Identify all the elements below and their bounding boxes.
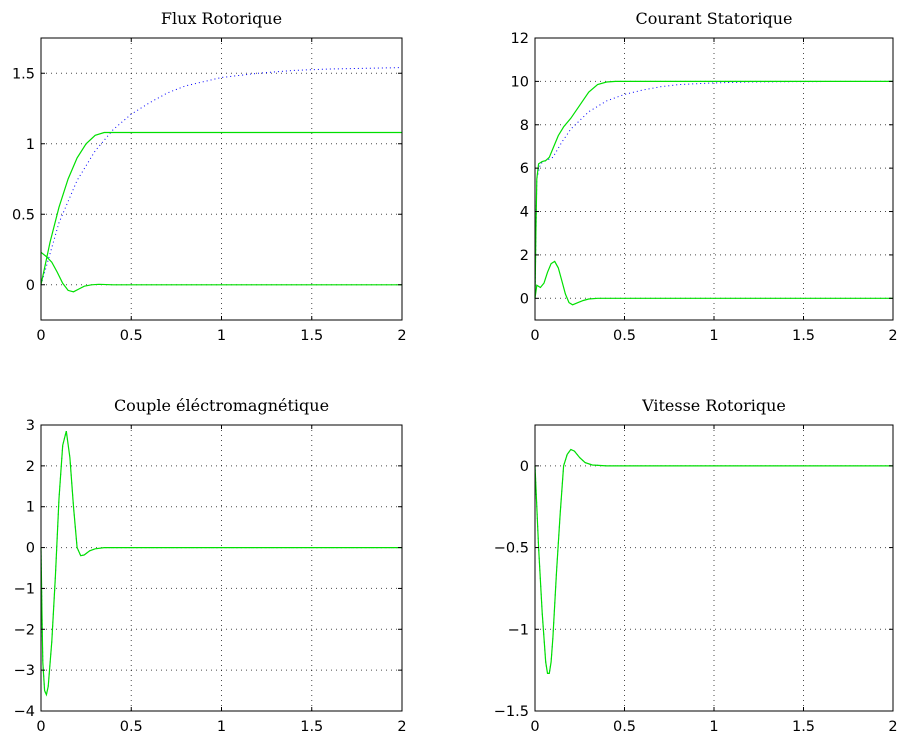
x-tick-label: 1 xyxy=(217,328,226,344)
x-tick-label: 0.5 xyxy=(120,719,143,735)
series-line-1 xyxy=(40,67,403,285)
y-tick-label: −2 xyxy=(14,622,35,638)
y-tick-label: −1 xyxy=(14,581,35,597)
x-tick-label: 0.5 xyxy=(613,328,636,344)
subplot-3: 0 0.5 1 1.5 2 −4 −3 −2 −1 0 1 2 3 Couple éléctromagné… xyxy=(14,396,407,735)
axes-frame xyxy=(534,424,894,712)
y-tick-label: −0.5 xyxy=(494,541,529,557)
series-line-2 xyxy=(40,131,402,285)
axes-frame xyxy=(40,424,403,712)
x-tick-label: 0.5 xyxy=(613,719,636,735)
x-tick-label: 0 xyxy=(36,328,45,344)
x-tick-label: 2 xyxy=(397,328,406,344)
y-tick-label: 1.5 xyxy=(12,66,35,82)
chart-title: Couple éléctromagnétique xyxy=(114,396,329,415)
x-tick-label: 2 xyxy=(888,719,897,735)
x-tick-label: 0 xyxy=(530,719,539,735)
y-tick-label: 1 xyxy=(26,500,35,516)
x-tick-label: 1.5 xyxy=(792,328,815,344)
y-tick-label: 6 xyxy=(520,161,529,177)
x-tick-label: 0 xyxy=(530,328,539,344)
chart-title: Vitesse Rotorique xyxy=(641,396,786,415)
x-tick-label: 1.5 xyxy=(300,719,323,735)
x-tick-label: 1.5 xyxy=(792,719,815,735)
series-line-3 xyxy=(534,260,893,306)
y-tick-label: 0 xyxy=(520,291,529,307)
chart-title: Flux Rotorique xyxy=(161,9,282,28)
y-tick-label: 2 xyxy=(26,459,35,475)
subplot-2: 0 0.5 1 1.5 2 0 2 4 6 8 10 12 Courant Statorique xyxy=(511,9,898,344)
x-tick-label: 2 xyxy=(397,719,406,735)
series-line-1 xyxy=(534,448,893,674)
chart-title: Courant Statorique xyxy=(636,9,793,28)
y-tick-label: −1 xyxy=(508,622,529,638)
x-tick-label: 1 xyxy=(709,719,718,735)
x-tick-label: 1 xyxy=(217,719,226,735)
subplot-1: 0 0.5 1 1.5 2 0 0.5 1 1.5 Flux Rotorique xyxy=(12,9,407,344)
subplot-4: 0 0.5 1 1.5 2 −1.5 −1 −0.5 0 Vitesse Rotorique xyxy=(494,396,898,735)
y-tick-label: 0 xyxy=(26,541,35,557)
y-tick-label: 0 xyxy=(520,459,529,475)
series-line-3 xyxy=(40,251,402,293)
y-tick-label: 0.5 xyxy=(12,207,35,223)
y-tick-label: 4 xyxy=(520,205,529,221)
x-tick-label: 0.5 xyxy=(120,328,143,344)
series-line-2 xyxy=(40,430,402,697)
y-tick-label: −3 xyxy=(14,663,35,679)
series-line-1 xyxy=(534,80,894,299)
y-tick-label: 10 xyxy=(511,74,529,90)
y-tick-label: 8 xyxy=(520,118,529,134)
y-tick-label: 1 xyxy=(26,137,35,153)
y-tick-label: 2 xyxy=(520,248,529,264)
x-tick-label: 2 xyxy=(888,328,897,344)
x-tick-label: 0 xyxy=(36,719,45,735)
y-tick-label: −1.5 xyxy=(494,704,529,720)
axes-frame xyxy=(534,37,894,321)
series-line-2 xyxy=(534,80,893,299)
series-line-2 xyxy=(534,448,893,675)
y-tick-label: 0 xyxy=(26,278,35,294)
y-tick-label: 3 xyxy=(26,418,35,434)
x-tick-label: 1.5 xyxy=(300,328,323,344)
y-tick-label: 12 xyxy=(511,31,529,47)
axes-frame xyxy=(40,37,403,321)
y-tick-label: −4 xyxy=(14,704,35,720)
x-tick-label: 1 xyxy=(709,328,718,344)
